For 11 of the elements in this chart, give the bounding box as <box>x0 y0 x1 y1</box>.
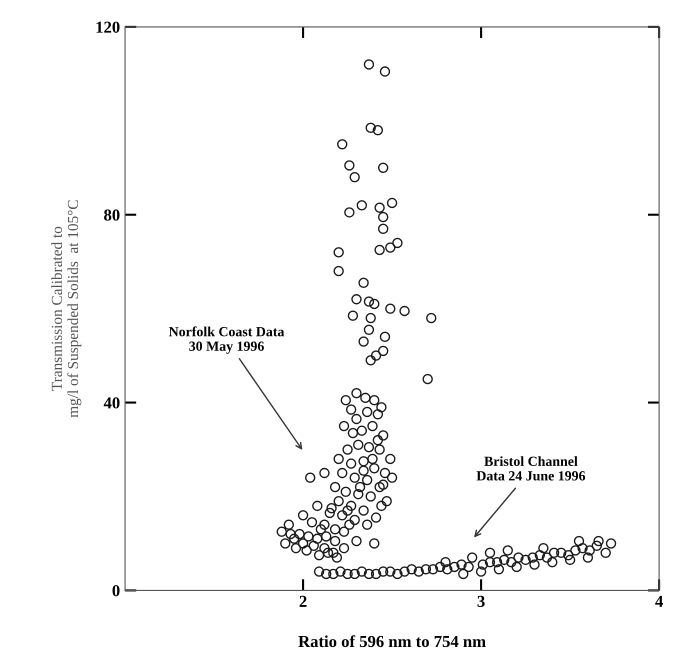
x-axis-title: Ratio of 596 nm to 754 nm <box>298 635 486 648</box>
x-tick-label: 2 <box>300 596 307 607</box>
y-tick-label: 0 <box>112 585 120 596</box>
y-tick-label: 40 <box>104 397 120 409</box>
annotation: Bristol Channel Data 24 June 1996 <box>476 456 586 481</box>
x-tick-label: 4 <box>655 596 663 607</box>
y-axis-title: Transmission Calibrated to mg/l of Suspended Solids at 105°C <box>51 200 82 418</box>
y-tick-label: 120 <box>96 22 120 33</box>
y-tick-label: 80 <box>104 209 120 221</box>
annotation: Norfolk Coast Data 30 May 1996 <box>168 326 284 354</box>
x-tick-label: 3 <box>478 596 485 607</box>
